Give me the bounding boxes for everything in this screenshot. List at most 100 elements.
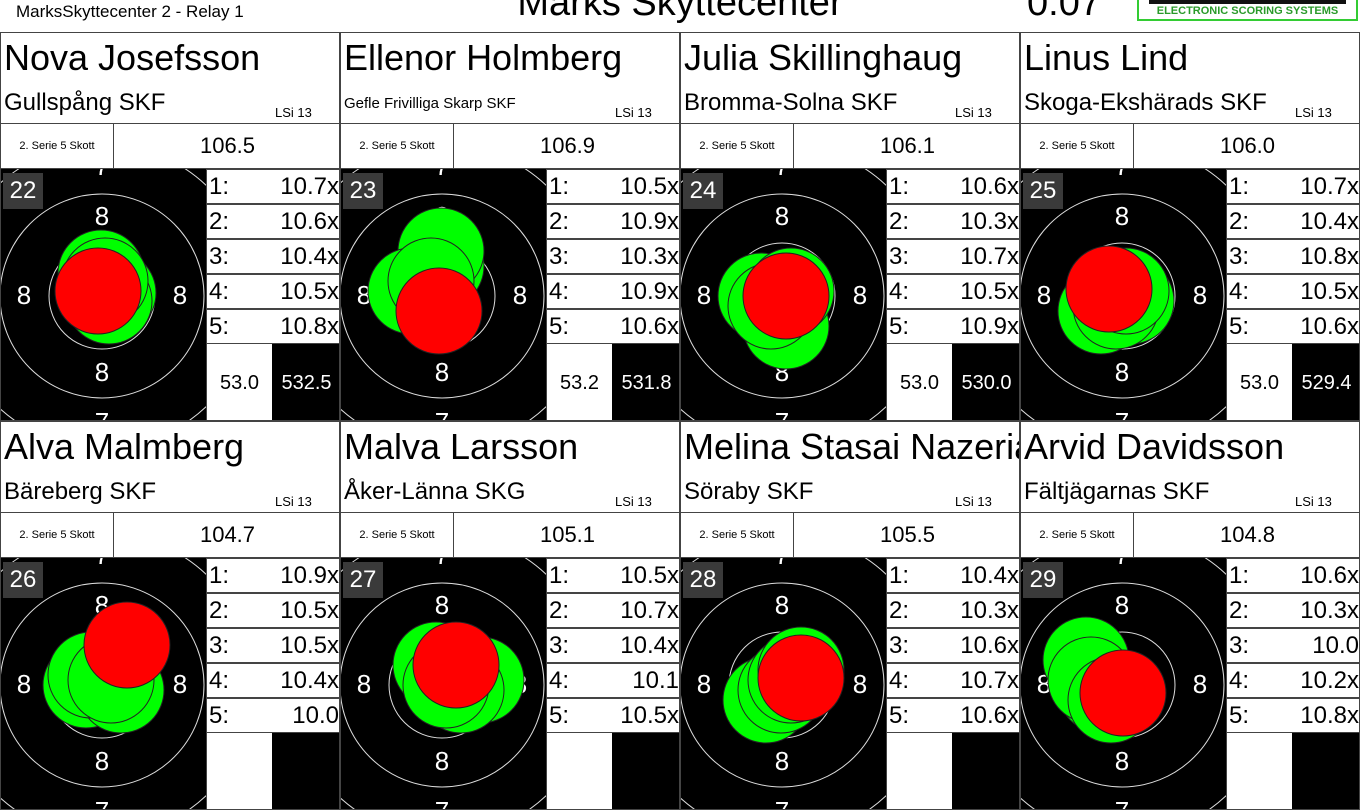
shot-value: 10.8x xyxy=(1300,242,1359,270)
svg-text:8: 8 xyxy=(357,280,371,310)
last-shot xyxy=(1065,245,1153,333)
shot-value: 10.4x xyxy=(620,631,679,659)
shot-number: 3: xyxy=(209,631,230,659)
shot-value: 10.3x xyxy=(620,242,679,270)
shooter-card: Alva Malmberg Bäreberg SKF LSi 13 2. Ser… xyxy=(0,421,340,810)
series-label: 2. Serie 5 Skott xyxy=(681,513,794,557)
shooter-card: Melina Stasai Nazerian Söraby SKF LSi 13… xyxy=(680,421,1020,810)
svg-text:8: 8 xyxy=(95,746,109,776)
target: 8 8 8 8 7 7 25 xyxy=(1021,169,1226,420)
shot-number: 3: xyxy=(549,631,570,659)
lane-number: 28 xyxy=(683,562,723,598)
totals xyxy=(546,733,679,809)
shot-row: 4: 10.5x xyxy=(1226,274,1359,309)
shooter-card: Malva Larsson Åker-Länna SKG LSi 13 2. S… xyxy=(340,421,680,810)
svg-text:8: 8 xyxy=(775,746,789,776)
shot-number: 4: xyxy=(209,277,230,305)
shot-value: 10.0 xyxy=(1312,631,1359,659)
shot-value: 10.0 xyxy=(292,701,339,729)
shot-row: 2: 10.3x xyxy=(886,204,1019,239)
shot-value: 10.4x xyxy=(960,561,1019,589)
series-sum xyxy=(1226,733,1292,809)
svg-text:7: 7 xyxy=(435,558,449,570)
shot-number: 2: xyxy=(209,207,230,235)
class-label: LSi 13 xyxy=(615,494,652,509)
shot-number: 2: xyxy=(549,596,570,624)
shot-number: 3: xyxy=(1229,242,1250,270)
shot-value: 10.6x xyxy=(1300,312,1359,340)
svg-text:7: 7 xyxy=(775,407,789,421)
shot-row: 4: 10.2x xyxy=(1226,663,1359,698)
svg-text:8: 8 xyxy=(1115,357,1129,387)
club-name: Gullspång SKF xyxy=(4,89,166,116)
class-label: LSi 13 xyxy=(955,105,992,120)
shot-row: 5: 10.8x xyxy=(206,309,339,344)
series-sum: 53.2 xyxy=(546,344,612,420)
shot-list: 1: 10.7x 2: 10.6x 3: 10.4x 4: 10.5x 5: 10.8x xyxy=(206,169,339,344)
shooter-name: Julia Skillinghaug xyxy=(684,37,963,78)
svg-text:8: 8 xyxy=(435,746,449,776)
shot-value: 10.5x xyxy=(280,631,339,659)
shot-value: 10.3x xyxy=(960,596,1019,624)
logo: ELECTRONIC SCORING SYSTEMS xyxy=(1137,0,1358,21)
shot-row: 5: 10.6x xyxy=(1226,309,1359,344)
shot-row: 2: 10.3x xyxy=(886,593,1019,628)
shot-value: 10.6x xyxy=(960,172,1019,200)
series-row: 2. Serie 5 Skott 105.1 xyxy=(341,512,679,558)
class-label: LSi 13 xyxy=(1295,494,1332,509)
shot-value: 10.7x xyxy=(620,596,679,624)
shooter-name: Arvid Davidsson xyxy=(1024,426,1285,467)
shot-value: 10.5x xyxy=(280,277,339,305)
svg-text:7: 7 xyxy=(95,796,109,810)
shooter-name: Malva Larsson xyxy=(344,426,579,467)
series-row: 2. Serie 5 Skott 106.5 xyxy=(1,123,339,169)
shot-number: 4: xyxy=(889,277,910,305)
totals xyxy=(886,733,1019,809)
series-label: 2. Serie 5 Skott xyxy=(681,124,794,168)
club-name: Gefle Frivilliga Skarp SKF xyxy=(344,95,516,112)
lane-number: 26 xyxy=(3,562,43,598)
shooter-name: Alva Malmberg xyxy=(4,426,245,467)
shot-value: 10.5x xyxy=(620,561,679,589)
series-total: 105.5 xyxy=(879,522,936,547)
range-title: Marks Skyttecenter xyxy=(517,0,843,24)
shot-row: 3: 10.4x xyxy=(206,239,339,274)
svg-text:8: 8 xyxy=(853,669,867,699)
shot-value: 10.4x xyxy=(280,242,339,270)
last-shot xyxy=(757,634,845,722)
lane-number: 29 xyxy=(1023,562,1063,598)
lane-number: 23 xyxy=(343,173,383,209)
series-sum xyxy=(546,733,612,809)
shot-value: 10.7x xyxy=(1300,172,1359,200)
totals: 53.2 531.8 xyxy=(546,344,679,420)
svg-text:8: 8 xyxy=(435,590,449,620)
shot-number: 5: xyxy=(1229,701,1250,729)
shooter-card: Ellenor Holmberg Gefle Frivilliga Skarp … xyxy=(340,32,680,421)
shot-row: 5: 10.6x xyxy=(546,309,679,344)
svg-text:8: 8 xyxy=(95,357,109,387)
series-total: 104.7 xyxy=(199,522,256,547)
shot-row: 4: 10.5x xyxy=(886,274,1019,309)
shot-value: 10.6x xyxy=(280,207,339,235)
club-name: Åker-Länna SKG xyxy=(344,478,526,505)
svg-text:7: 7 xyxy=(435,796,449,810)
shot-row: 1: 10.7x xyxy=(1226,169,1359,204)
series-total: 104.8 xyxy=(1219,522,1276,547)
class-label: LSi 13 xyxy=(275,494,312,509)
shot-row: 5: 10.0 xyxy=(206,698,339,733)
shot-list: 1: 10.5x 2: 10.7x 3: 10.4x 4: 10.1 5: 10.5x xyxy=(546,558,679,733)
shot-row: 5: 10.6x xyxy=(886,698,1019,733)
shot-row: 4: 10.9x xyxy=(546,274,679,309)
shot-row: 5: 10.9x xyxy=(886,309,1019,344)
shot-row: 4: 10.1 xyxy=(546,663,679,698)
shot-row: 3: 10.4x xyxy=(546,628,679,663)
club-name: Bromma-Solna SKF xyxy=(684,89,898,116)
series-row: 2. Serie 5 Skott 104.7 xyxy=(1,512,339,558)
